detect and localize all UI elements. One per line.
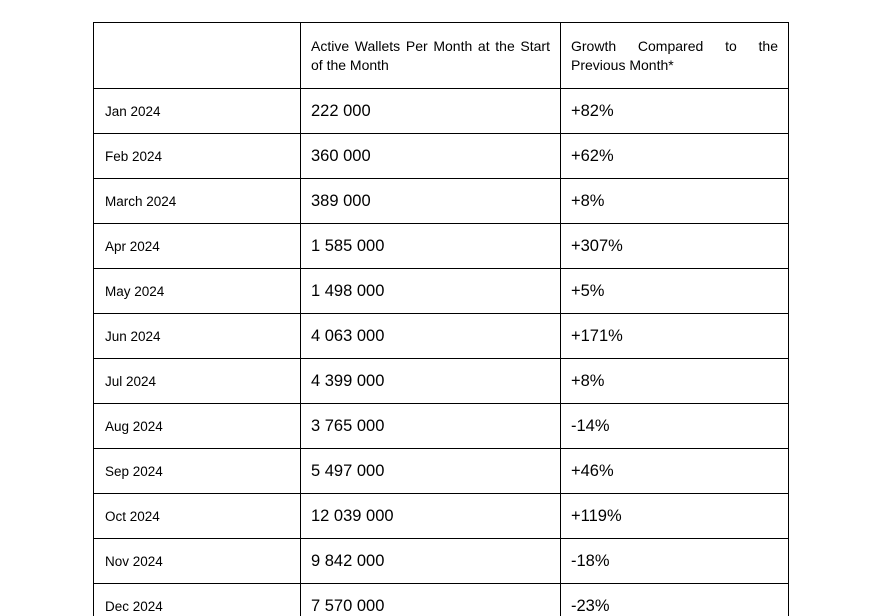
growth-cell: -23%	[560, 583, 789, 616]
growth-cell: +8%	[560, 358, 789, 404]
wallets-cell: 222 000	[300, 88, 561, 134]
header-cell-growth: Growth Compared to the Previous Month*	[560, 22, 789, 89]
header-row: Active Wallets Per Month at the Start of…	[93, 22, 789, 89]
growth-cell: +307%	[560, 223, 789, 269]
table-row: Jan 2024 222 000 +82%	[93, 88, 789, 134]
month-cell: Nov 2024	[93, 538, 301, 584]
month-cell: May 2024	[93, 268, 301, 314]
table-row: May 2024 1 498 000 +5%	[93, 268, 789, 314]
table-row: Jun 2024 4 063 000 +171%	[93, 313, 789, 359]
header-cell-month	[93, 22, 301, 89]
wallets-cell: 1 585 000	[300, 223, 561, 269]
wallets-cell: 1 498 000	[300, 268, 561, 314]
header-cell-active-wallets: Active Wallets Per Month at the Start of…	[300, 22, 561, 89]
month-cell: Feb 2024	[93, 133, 301, 179]
wallets-cell: 5 497 000	[300, 448, 561, 494]
month-cell: Aug 2024	[93, 403, 301, 449]
wallets-cell: 389 000	[300, 178, 561, 224]
table-row: Apr 2024 1 585 000 +307%	[93, 223, 789, 269]
table-row: March 2024 389 000 +8%	[93, 178, 789, 224]
month-cell: Sep 2024	[93, 448, 301, 494]
growth-cell: +82%	[560, 88, 789, 134]
growth-cell: +5%	[560, 268, 789, 314]
wallets-cell: 9 842 000	[300, 538, 561, 584]
month-cell: Jun 2024	[93, 313, 301, 359]
growth-cell: +8%	[560, 178, 789, 224]
table-row: Sep 2024 5 497 000 +46%	[93, 448, 789, 494]
table-row: Jul 2024 4 399 000 +8%	[93, 358, 789, 404]
growth-cell: +62%	[560, 133, 789, 179]
growth-cell: +171%	[560, 313, 789, 359]
month-cell: Oct 2024	[93, 493, 301, 539]
month-cell: Dec 2024	[93, 583, 301, 616]
growth-cell: -14%	[560, 403, 789, 449]
wallets-cell: 4 399 000	[300, 358, 561, 404]
month-cell: March 2024	[93, 178, 301, 224]
growth-cell: -18%	[560, 538, 789, 584]
table-row: Feb 2024 360 000 +62%	[93, 133, 789, 179]
growth-cell: +46%	[560, 448, 789, 494]
active-wallets-table: Active Wallets Per Month at the Start of…	[93, 22, 789, 616]
table-body: Jan 2024 222 000 +82% Feb 2024 360 000 +…	[93, 88, 789, 616]
wallets-cell: 360 000	[300, 133, 561, 179]
table-header: Active Wallets Per Month at the Start of…	[93, 22, 789, 89]
month-cell: Jul 2024	[93, 358, 301, 404]
wallets-cell: 12 039 000	[300, 493, 561, 539]
table-row: Dec 2024 7 570 000 -23%	[93, 583, 789, 616]
table-row: Oct 2024 12 039 000 +119%	[93, 493, 789, 539]
wallets-cell: 7 570 000	[300, 583, 561, 616]
month-cell: Jan 2024	[93, 88, 301, 134]
month-cell: Apr 2024	[93, 223, 301, 269]
growth-cell: +119%	[560, 493, 789, 539]
table-row: Aug 2024 3 765 000 -14%	[93, 403, 789, 449]
table-row: Nov 2024 9 842 000 -18%	[93, 538, 789, 584]
wallets-cell: 3 765 000	[300, 403, 561, 449]
wallets-cell: 4 063 000	[300, 313, 561, 359]
